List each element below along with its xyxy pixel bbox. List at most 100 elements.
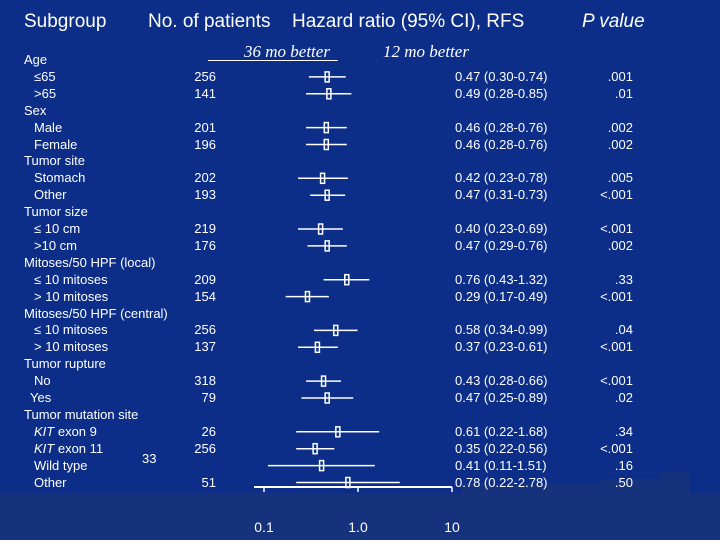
hr-marker-14 <box>304 290 311 303</box>
p-value-17: <.001 <box>600 339 633 355</box>
patient-count-16: 256 <box>194 322 216 338</box>
x-tick-label-0: 0.1 <box>254 519 274 535</box>
hr-marker-2 <box>326 88 332 100</box>
row-label-18: Tumor rupture <box>24 356 106 372</box>
hr-marker-20 <box>324 392 330 404</box>
row-label-14: > 10 mitoses <box>34 288 109 304</box>
row-label-10: ≤ 10 cm <box>34 221 81 236</box>
row-label-22: KIT exon 9 <box>34 423 97 439</box>
row-label-23: KIT exon 11 <box>34 440 104 456</box>
favors-left-label: 36 mo better <box>244 42 330 61</box>
ci-text-13: 0.76 (0.43-1.32) <box>455 271 548 287</box>
patient-count-2: 141 <box>194 85 216 101</box>
p-value-23: <.001 <box>600 440 633 456</box>
row-label-20: Yes <box>30 390 52 405</box>
row-label-0: Age <box>24 52 48 67</box>
hr-marker-22 <box>335 426 341 438</box>
patient-count-13: 209 <box>194 271 216 287</box>
patient-count-1: 256 <box>194 68 216 84</box>
hr-marker-1 <box>324 71 330 83</box>
ci-text-4: 0.46 (0.28-0.76) <box>455 119 548 135</box>
ci-text-22: 0.61 (0.22-1.68) <box>455 423 548 439</box>
patient-count-25: 51 <box>201 474 216 490</box>
footer-band-step-1 <box>462 484 602 494</box>
ci-text-19: 0.43 (0.28-0.66) <box>455 373 548 389</box>
ci-text-2: 0.49 (0.28-0.85) <box>455 85 548 101</box>
patient-count-14: 154 <box>194 288 216 304</box>
ci-text-10: 0.40 (0.23-0.69) <box>455 221 548 236</box>
subgroup-header: Subgroup <box>24 11 107 32</box>
row-label-21: Tumor mutation site <box>24 406 139 422</box>
row-label-19: No <box>34 373 51 389</box>
ci-text-7: 0.42 (0.23-0.78) <box>455 170 548 186</box>
hr-marker-19 <box>320 375 327 387</box>
p-value-16: .04 <box>614 322 633 338</box>
ci-text-25: 0.78 (0.22-2.78) <box>455 474 548 490</box>
p-value-2: .01 <box>614 85 633 101</box>
patient-count-20: 79 <box>201 390 216 405</box>
patient-count-4: 201 <box>194 119 216 135</box>
ci-text-1: 0.47 (0.30-0.74) <box>455 68 548 84</box>
favors-right-label: 12 mo better <box>383 42 469 61</box>
patient-count-8: 193 <box>194 187 216 203</box>
row-label-11: >10 cm <box>34 237 77 253</box>
p-value-11: .002 <box>607 237 633 253</box>
hr-marker-16 <box>333 324 339 337</box>
patient-count-7: 202 <box>194 170 216 186</box>
p-value-4: .002 <box>607 119 633 135</box>
row-label-25: Other <box>34 474 67 490</box>
row-label-17: > 10 mitoses <box>34 339 109 355</box>
row-label-12: Mitoses/50 HPF (local) <box>24 254 156 270</box>
footer-band <box>0 493 720 540</box>
row-label-4: Male <box>34 119 63 135</box>
patients-header: No. of patients <box>148 11 271 32</box>
p-value-1: .001 <box>607 68 633 84</box>
ci-text-24: 0.41 (0.11-1.51) <box>455 457 547 473</box>
p-value-19: <.001 <box>600 373 633 389</box>
hazard-ratio-header: Hazard ratio (95% CI), RFS <box>292 11 525 32</box>
p-value-5: .002 <box>607 136 633 152</box>
hr-marker-5 <box>323 138 330 151</box>
footer-band-step-2 <box>602 479 660 494</box>
patient-count-23: 256 <box>194 440 216 456</box>
ci-text-16: 0.58 (0.34-0.99) <box>455 322 548 338</box>
p-value-10: <.001 <box>600 221 633 236</box>
row-label-7: Stomach <box>34 170 86 186</box>
row-label-8: Other <box>34 187 67 203</box>
row-label-16: ≤ 10 mitoses <box>34 322 108 338</box>
hr-marker-7 <box>319 172 326 185</box>
hr-marker-24 <box>318 459 325 472</box>
p-value-22: .34 <box>614 423 633 439</box>
stray-number: 33 <box>142 451 157 466</box>
row-label-24: Wild type <box>34 457 88 473</box>
patient-count-17: 137 <box>194 339 216 355</box>
p-value-24: .16 <box>614 457 633 473</box>
row-label-6: Tumor site <box>24 153 85 169</box>
patient-count-11: 176 <box>194 237 216 253</box>
patient-count-22: 26 <box>201 423 216 439</box>
hr-marker-8 <box>324 189 330 201</box>
patient-count-19: 318 <box>194 373 216 389</box>
p-value-7: .005 <box>607 170 633 186</box>
p-value-14: <.001 <box>600 288 633 304</box>
hr-marker-25 <box>345 476 351 489</box>
x-tick-label-2: 10 <box>444 519 460 535</box>
p-value-13: .33 <box>614 271 633 287</box>
patient-count-5: 196 <box>194 136 216 152</box>
row-label-15: Mitoses/50 HPF (central) <box>24 305 168 321</box>
p-value-header: P value <box>582 11 645 32</box>
row-label-1: ≤65 <box>34 68 56 84</box>
ci-text-11: 0.47 (0.29-0.76) <box>455 237 548 253</box>
footer-band-step-3 <box>660 472 690 494</box>
row-label-3: Sex <box>24 102 47 118</box>
favors-rule <box>208 60 338 61</box>
ci-text-17: 0.37 (0.23-0.61) <box>455 339 548 355</box>
ci-text-20: 0.47 (0.25-0.89) <box>455 390 548 405</box>
ci-text-5: 0.46 (0.28-0.76) <box>455 136 548 152</box>
row-label-2: >65 <box>34 85 57 101</box>
hr-marker-10 <box>317 223 324 235</box>
ci-text-23: 0.35 (0.22-0.56) <box>455 440 548 456</box>
hr-marker-13 <box>344 273 350 286</box>
ci-text-8: 0.47 (0.31-0.73) <box>455 187 548 203</box>
